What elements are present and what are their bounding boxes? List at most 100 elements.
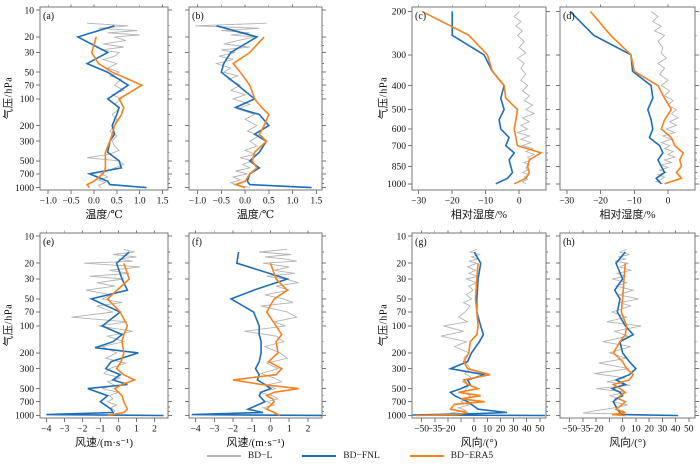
panel-letter-b: (b) <box>192 11 204 22</box>
y-tick-label-a: 10 <box>25 6 35 16</box>
x-tick-label-a: 0.5 <box>111 197 123 207</box>
x-tick-label-c: −30 <box>411 197 426 207</box>
x-tick-label-h: −35 <box>576 425 591 435</box>
x-tick-label-g: 10 <box>483 425 493 435</box>
x-tick-label-e: 2 <box>152 425 157 435</box>
legend: BD−L BD−FNL BD−ERA5 <box>206 451 493 461</box>
x-axis-title-f: 风速/(m·s⁻¹) <box>227 436 285 449</box>
panel-letter-g: (g) <box>415 237 427 248</box>
series-a-0 <box>87 22 140 188</box>
y-tick-label-g: 700 <box>392 398 407 408</box>
y-tick-label-e: 50 <box>25 295 35 305</box>
y-tick-label-a: 20 <box>25 33 35 43</box>
y-tick-label-a: 700 <box>20 170 35 180</box>
series-g-1 <box>412 251 546 417</box>
series-f-1 <box>191 251 322 417</box>
x-tick-label-f: 1 <box>287 425 292 435</box>
panel-f: −4 −3 −2 −1 0 1 2 (f) 风速/(m·s⁻¹) <box>185 230 326 449</box>
x-tick-label-h: 20 <box>644 425 654 435</box>
x-tick-label-e: −3 <box>59 425 69 435</box>
plot-frame-d <box>559 6 696 191</box>
x-tick-label-b: 1.5 <box>310 197 322 207</box>
y-tick-label-a: 1000 <box>15 184 34 194</box>
series-d-0 <box>650 11 680 185</box>
series-e-0 <box>71 248 141 416</box>
series-h-0 <box>582 248 676 416</box>
y-tick-label-e: 10 <box>25 232 35 242</box>
y-tick-label-g: 70 <box>397 308 407 318</box>
series-g-0 <box>440 248 482 416</box>
legend-line-bd-fnl <box>302 455 337 457</box>
x-tick-label-a: −1.0 <box>40 197 57 207</box>
panel-letter-f: (f) <box>192 237 202 248</box>
x-tick-label-f: 2 <box>306 425 311 435</box>
x-tick-label-f: 0 <box>268 425 273 435</box>
x-tick-label-a: 1.0 <box>134 197 146 207</box>
plot-frame-a <box>39 6 169 191</box>
y-tick-label-e: 200 <box>20 349 35 359</box>
x-tick-label-b: −0.5 <box>213 197 230 207</box>
y-tick-label-c: 700 <box>392 142 407 152</box>
plot-frame-h <box>559 232 696 419</box>
x-axis-title-c: 相对湿度/% <box>451 207 507 221</box>
x-axis-title-a: 温度/℃ <box>85 207 122 221</box>
x-tick-label-b: −1.0 <box>189 197 206 207</box>
x-tick-label-e: −2 <box>77 425 87 435</box>
legend-label-bd-fnl: BD−FNL <box>343 451 380 461</box>
x-tick-label-g: 0 <box>472 425 477 435</box>
x-tick-label-b: 0.0 <box>239 197 251 207</box>
y-tick-label-a: 100 <box>20 95 35 105</box>
x-tick-label-e: 1 <box>134 425 139 435</box>
panel-e: 10 20 30 50 70 100 200 300 500 700 1000 −4 −3 −2 −1 0 1 2… <box>15 230 172 449</box>
y-tick-label-e: 20 <box>25 259 35 269</box>
y-tick-label-g: 500 <box>392 385 407 395</box>
x-tick-label-g: 30 <box>509 425 519 435</box>
series-f-2 <box>232 262 299 417</box>
series-a-2 <box>85 36 144 189</box>
panel-letter-d: (d) <box>563 11 575 22</box>
series-e-1 <box>46 251 164 417</box>
plot-frame-f <box>188 232 323 419</box>
x-axis-title-e: 风速/(m·s⁻¹) <box>75 436 133 449</box>
x-tick-label-g: 40 <box>522 425 532 435</box>
x-tick-label-g: 20 <box>496 425 506 435</box>
panel-letter-e: (e) <box>43 237 54 248</box>
y-tick-label-e: 70 <box>25 308 35 318</box>
y-tick-label-a: 50 <box>25 68 35 78</box>
y-tick-label-e: 30 <box>25 275 35 285</box>
y-axis-title-top-right: 气压/hPa <box>378 76 390 120</box>
legend-label-bd-l: BD−L <box>247 451 273 461</box>
y-axis-title-top-left: 气压/hPa <box>3 76 15 120</box>
y-tick-label-c: 300 <box>392 51 407 61</box>
series-c-1 <box>451 11 516 185</box>
y-tick-label-c: 400 <box>392 82 407 92</box>
x-tick-label-b: 1.0 <box>287 197 299 207</box>
x-tick-label-a: 1.5 <box>157 197 169 207</box>
y-tick-label-a: 70 <box>25 81 35 91</box>
y-tick-label-a: 200 <box>20 122 35 132</box>
y-axis-title-bottom-right: 气压/hPa <box>378 303 390 347</box>
y-tick-label-c: 600 <box>392 125 407 135</box>
y-tick-label-g: 10 <box>397 232 407 242</box>
panel-letter-c: (c) <box>415 11 426 22</box>
x-tick-label-h: −50 <box>562 425 577 435</box>
panel-letter-h: (h) <box>563 237 575 248</box>
y-tick-label-g: 20 <box>397 259 407 269</box>
series-b-1 <box>216 25 312 189</box>
y-tick-label-c: 1000 <box>387 180 406 190</box>
series-a-1 <box>75 25 147 189</box>
y-tick-label-g: 30 <box>397 275 407 285</box>
panel-d: −30 −20 −10 0 (d) 相对湿度/% <box>556 4 699 221</box>
legend-item-bd-l: BD−L <box>206 451 273 461</box>
x-tick-label-d: −20 <box>593 197 608 207</box>
series-h-1 <box>609 251 679 417</box>
series-b-2 <box>232 36 270 189</box>
x-tick-label-h: 10 <box>631 425 641 435</box>
x-tick-label-f: −3 <box>209 425 219 435</box>
x-tick-label-e: −4 <box>41 425 51 435</box>
x-tick-label-f: −4 <box>191 425 201 435</box>
y-tick-label-a: 30 <box>25 49 35 59</box>
